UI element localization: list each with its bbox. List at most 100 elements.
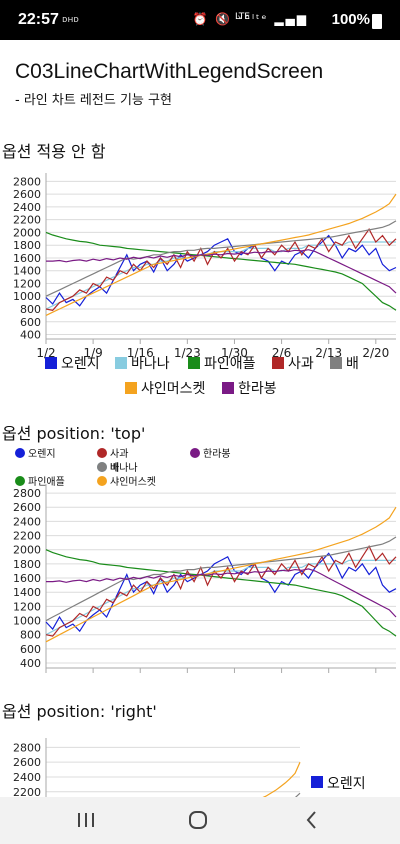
y-tick-label: 1600 — [13, 252, 41, 265]
y-tick-label: 1000 — [13, 290, 41, 303]
y-tick-label: 2600 — [13, 501, 41, 514]
y-tick-label: 400 — [20, 657, 41, 670]
series-line — [46, 568, 397, 618]
legend-swatch — [188, 357, 200, 369]
section-title-default: 옵션 적용 안 함 — [2, 142, 106, 161]
x-tick-label: 2/6 — [272, 346, 291, 360]
legend-swatch — [311, 776, 323, 788]
y-tick-label: 2600 — [13, 188, 41, 201]
legend-swatch — [330, 357, 342, 369]
y-tick-label: 800 — [20, 303, 41, 316]
network-type: LTE — [235, 12, 250, 22]
legend-label: 사과 — [288, 356, 314, 372]
legend-label: 파인애플 — [204, 356, 256, 372]
back-button[interactable] — [292, 805, 332, 835]
section-title-right: 옵션 position: 'right' — [2, 702, 157, 721]
line-chart-legend-right: 4006008001000120014001600180020002200240… — [13, 738, 366, 797]
y-tick-label: 1800 — [13, 558, 41, 571]
legend-marker — [190, 448, 200, 458]
y-tick-label: 1400 — [13, 265, 41, 278]
navigation-bar — [0, 797, 400, 844]
y-tick-label: 600 — [20, 643, 41, 656]
legend-label: 한라봉 — [203, 448, 231, 460]
series-line — [45, 193, 397, 316]
legend-label: 파인애플 — [28, 476, 65, 488]
home-icon — [189, 811, 207, 829]
legend-swatch — [45, 357, 57, 369]
legend-label: 사과 — [110, 448, 128, 460]
legend-label: 오렌지 — [61, 356, 100, 372]
legend-swatch — [272, 357, 284, 369]
legend-marker — [15, 448, 25, 458]
y-tick-label: 400 — [20, 329, 41, 342]
battery-percent: 100% — [331, 11, 370, 28]
series-line — [45, 220, 397, 297]
legend-swatch — [125, 382, 137, 394]
x-tick-label: 1/9 — [83, 346, 102, 360]
y-tick-label: 2800 — [13, 487, 41, 500]
screen-title: C03LineChartWithLegendScreen — [15, 60, 324, 83]
legend-marker — [15, 476, 25, 486]
y-tick-label: 2000 — [13, 544, 41, 557]
legend-label: 한라봉 — [238, 381, 277, 397]
legend-label: 오렌지 — [28, 448, 56, 460]
y-tick-label: 1200 — [13, 600, 41, 613]
y-tick-label: 2200 — [13, 214, 41, 227]
y-tick-label: 1400 — [13, 586, 41, 599]
y-tick-label: 2400 — [13, 771, 41, 784]
y-tick-label: 2400 — [13, 201, 41, 214]
legend-label: 바나나 — [110, 462, 138, 474]
y-tick-label: 2600 — [13, 756, 41, 769]
x-tick-label: 1/23 — [174, 346, 201, 360]
y-tick-label: 2800 — [13, 741, 41, 754]
legend-label: 배 — [110, 462, 119, 474]
legend-label: 오렌지 — [327, 776, 366, 792]
y-tick-label: 2400 — [13, 515, 41, 528]
x-tick-label: 2/20 — [362, 346, 389, 360]
y-tick-label: 2200 — [13, 786, 41, 797]
y-tick-label: 1200 — [13, 277, 41, 290]
y-tick-label: 600 — [20, 316, 41, 329]
y-tick-label: 1800 — [13, 239, 41, 252]
legend-label: 바나나 — [131, 356, 170, 372]
legend-label: 샤인머스켓 — [141, 381, 206, 397]
legend-marker — [97, 448, 107, 458]
x-tick-label: 2/13 — [315, 346, 342, 360]
series-line — [45, 544, 397, 637]
scroll-content[interactable]: C03LineChartWithLegendScreen - 라인 차트 레전드… — [0, 40, 400, 797]
y-tick-label: 1000 — [13, 615, 41, 628]
legend-marker — [97, 462, 107, 472]
back-icon — [306, 811, 316, 829]
section-title-top: 옵션 position: 'top' — [2, 424, 146, 443]
series-line — [46, 249, 397, 294]
series-line — [45, 552, 397, 633]
home-button[interactable] — [178, 805, 218, 835]
legend-swatch — [115, 357, 127, 369]
legend-label: 샤인머스켓 — [110, 476, 156, 488]
legend-marker — [97, 476, 107, 486]
battery-icon — [372, 14, 382, 29]
x-tick-label: 1/16 — [127, 346, 154, 360]
recents-button[interactable] — [66, 805, 106, 835]
legend-label: 배 — [346, 356, 359, 372]
series-line — [45, 228, 397, 311]
x-tick-label: 1/30 — [221, 346, 248, 360]
status-time: 22:57 — [18, 11, 59, 28]
y-tick-label: 2800 — [13, 175, 41, 188]
x-tick-label: 1/2 — [36, 346, 55, 360]
series-line — [45, 506, 397, 643]
recents-icon — [78, 813, 94, 827]
y-tick-label: 2000 — [13, 226, 41, 239]
y-tick-label: 2200 — [13, 530, 41, 543]
y-tick-label: 1600 — [13, 572, 41, 585]
line-chart-default: 4006008001000120014001600180020002200240… — [13, 173, 397, 397]
carrier-label: ᴅʜᴅ — [62, 15, 79, 25]
y-tick-label: 800 — [20, 629, 41, 642]
series-line — [45, 536, 397, 622]
screen-subtitle: - 라인 차트 레전드 기능 구현 — [15, 93, 172, 108]
legend-swatch — [222, 382, 234, 394]
status-bar: 22:57 ᴅʜᴅ LTE ⏰ 🔇 ᵛᵒˡᵗᵉ ▂▄▆ 100% — [0, 0, 400, 40]
status-icons: ⏰ 🔇 ᵛᵒˡᵗᵉ ▂▄▆ — [192, 12, 308, 26]
series-line — [45, 234, 397, 307]
